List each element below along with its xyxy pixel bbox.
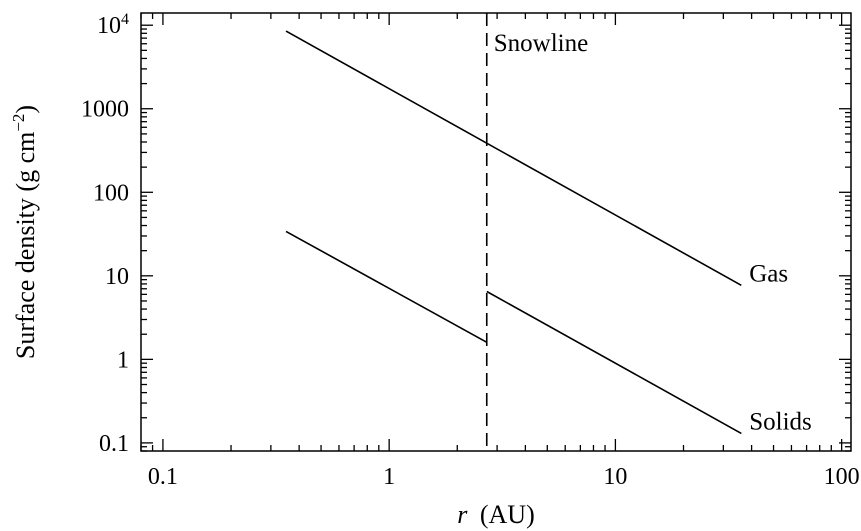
y-tick-label: 1000 xyxy=(81,97,129,123)
x-tick-label: 1 xyxy=(383,464,395,490)
y-tick-label: 100 xyxy=(93,180,129,206)
gas-label: Gas xyxy=(749,260,788,287)
y-tick-label-base: 10 xyxy=(97,13,121,39)
y-axis-title: Surface density (g cm−2) xyxy=(9,105,40,359)
plot-frame xyxy=(140,12,852,452)
x-tick-label: 10 xyxy=(603,464,627,490)
y-tick-label: 0.1 xyxy=(99,431,129,457)
y-tick-label: 10 xyxy=(105,264,129,290)
x-tick-label: 0.1 xyxy=(148,464,178,490)
y-axis-title-close: ) xyxy=(11,105,40,114)
y-tick-label: 1 xyxy=(117,347,129,373)
solids-label: Solids xyxy=(749,408,812,435)
x-axis-unit: (AU) xyxy=(480,500,535,529)
x-tick-label: 100 xyxy=(824,464,860,490)
y-axis-title-exponent: −2 xyxy=(9,114,28,132)
series-lines xyxy=(285,30,742,435)
y-tick-label: 104 xyxy=(97,11,129,39)
x-axis-title: r (AU) xyxy=(457,500,535,529)
snowline-label: Snowline xyxy=(494,30,588,57)
series-labels: Gas Solids xyxy=(749,260,812,435)
solids-line xyxy=(285,230,488,344)
axis-ticks xyxy=(140,13,851,452)
solids-line xyxy=(486,290,742,435)
y-axis-title-text: Surface density (g cm xyxy=(11,132,40,359)
gas-line xyxy=(285,30,742,286)
x-axis-variable: r xyxy=(457,500,468,529)
y-tick-label-exponent: 4 xyxy=(121,11,129,28)
